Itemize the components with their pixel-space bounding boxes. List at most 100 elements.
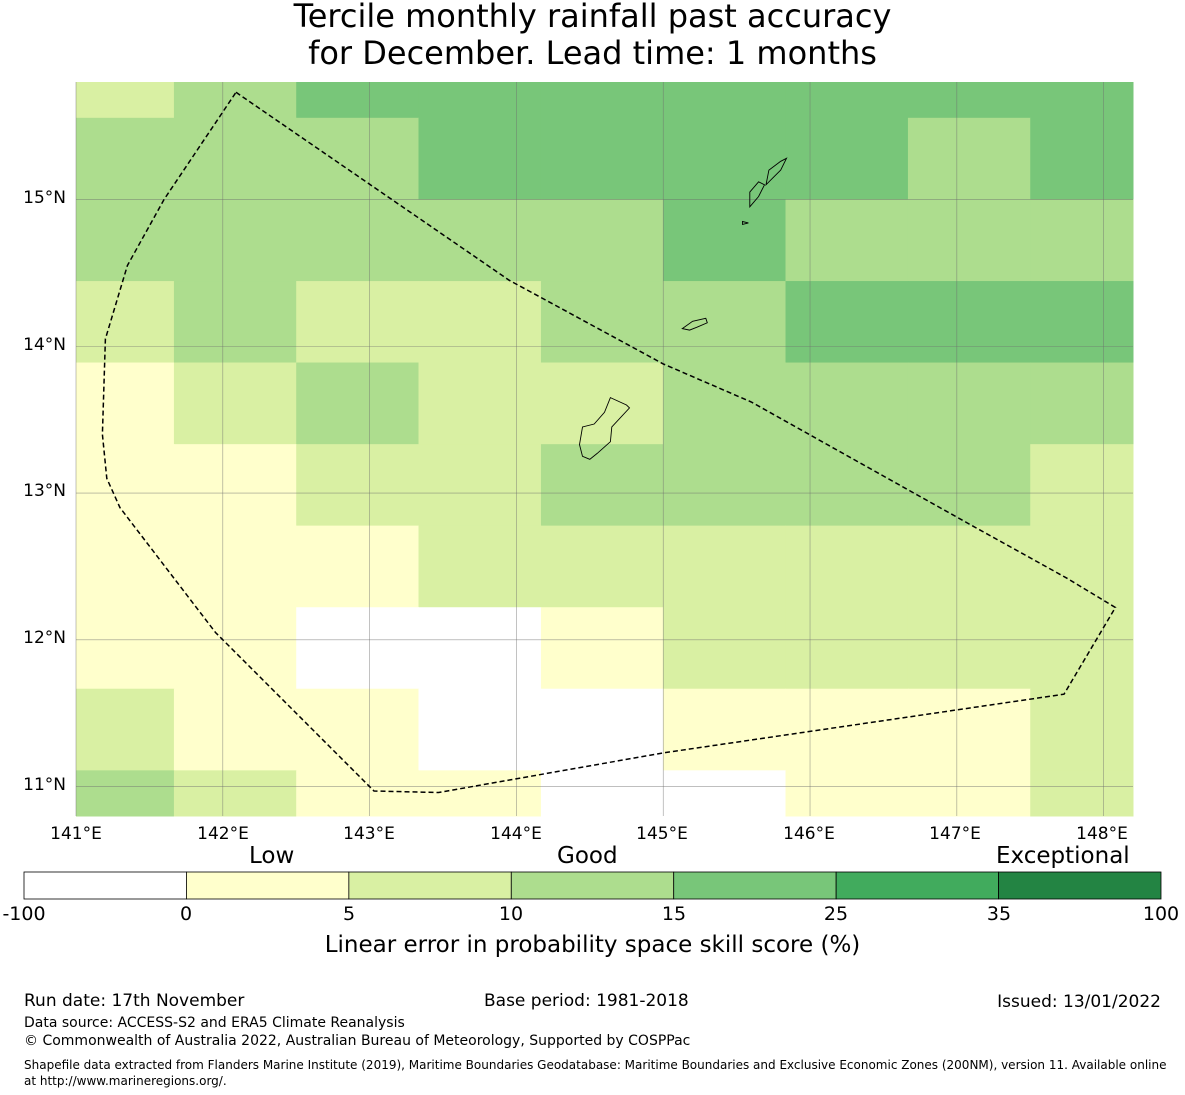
skill-cell: [540, 362, 664, 445]
data-source: Data source: ACCESS-S2 and ERA5 Climate …: [24, 1015, 405, 1031]
colorbar: [23, 871, 1162, 900]
lon-label-148: 148°E: [1076, 824, 1128, 844]
skill-cell: [173, 117, 297, 200]
skill-cell: [76, 82, 175, 119]
skill-cell: [76, 607, 175, 690]
base-period: Base period: 1981-2018: [484, 991, 689, 1011]
skill-cell: [296, 281, 419, 364]
skill-cell: [540, 688, 664, 771]
issued-date: Issued: 13/01/2022: [997, 992, 1161, 1012]
skill-cell: [76, 525, 175, 608]
skill-cell: [1030, 117, 1134, 200]
skill-cell: [663, 688, 787, 771]
shapefile-credit: Shapefile data extracted from Flanders M…: [24, 1058, 1167, 1088]
colorbar-swatch: [348, 871, 512, 900]
skill-cell: [663, 770, 787, 817]
skill-cell: [663, 525, 787, 608]
colorbar-category-exceptional: Exceptional: [996, 843, 1130, 869]
colorbar-swatch: [998, 871, 1162, 900]
skill-cell: [785, 199, 909, 282]
skill-cell: [540, 281, 664, 364]
skill-cell: [785, 362, 909, 445]
skill-cell: [1030, 362, 1134, 445]
skill-cell: [296, 525, 419, 608]
island-outline: [765, 157, 788, 187]
skill-cell: [296, 199, 419, 282]
skill-cell: [1030, 607, 1134, 690]
colorbar-swatch: [186, 871, 350, 900]
skill-cell: [76, 770, 175, 817]
skill-cell: [907, 362, 1031, 445]
lat-label-13: 13°N: [23, 481, 66, 501]
skill-cell: [296, 362, 419, 445]
island-outline: [681, 317, 708, 331]
skill-cell: [296, 688, 419, 771]
skill-cell: [785, 607, 909, 690]
colorbar-category-good: Good: [557, 843, 618, 869]
colorbar-tick: 10: [498, 903, 524, 925]
skill-cell: [296, 607, 419, 690]
skill-cell: [173, 770, 297, 817]
skill-cell: [540, 199, 664, 282]
skill-cell: [907, 688, 1031, 771]
skill-cell: [418, 770, 542, 817]
lat-label-12: 12°N: [23, 628, 66, 648]
skill-cell: [418, 362, 542, 445]
eez-boundary: [101, 91, 1117, 794]
skill-cell: [907, 770, 1031, 817]
skill-cell: [907, 199, 1031, 282]
skill-cell: [785, 688, 909, 771]
skill-cell: [418, 525, 542, 608]
skill-cell: [173, 525, 297, 608]
skill-cell: [663, 82, 787, 119]
skill-cell: [1030, 770, 1134, 817]
skill-cell: [907, 82, 1031, 119]
skill-cell: [907, 281, 1031, 364]
skill-cell: [76, 444, 175, 527]
skill-cell: [296, 444, 419, 527]
colorbar-swatch: [510, 871, 675, 900]
colorbar-tick: 25: [823, 903, 849, 925]
skill-cell: [296, 117, 419, 200]
skill-cell: [296, 82, 419, 119]
lon-label-143: 143°E: [343, 824, 395, 844]
graticule: [75, 82, 1133, 816]
lon-label-142: 142°E: [197, 824, 249, 844]
skill-cell: [785, 770, 909, 817]
colorbar-label: Linear error in probability space skill …: [324, 932, 861, 958]
skill-cell: [785, 281, 909, 364]
skill-cell: [173, 199, 297, 282]
skill-cell: [663, 607, 787, 690]
skill-cell: [540, 607, 664, 690]
colorbar-tick: 15: [661, 903, 687, 925]
skill-cell: [907, 444, 1031, 527]
skill-cell: [663, 444, 787, 527]
lat-label-14: 14°N: [23, 335, 66, 355]
skill-cell: [785, 117, 909, 200]
skill-cell: [540, 117, 664, 200]
colorbar-tick: 5: [342, 903, 356, 925]
skill-cell: [907, 525, 1031, 608]
skill-cell: [785, 525, 909, 608]
colorbar-tick: -100: [2, 903, 46, 925]
skill-cell: [418, 117, 542, 200]
skill-cell: [663, 199, 787, 282]
colorbar-tick: 0: [179, 903, 193, 925]
colorbar-swatch: [835, 871, 999, 900]
skill-cell: [1030, 199, 1134, 282]
skill-cell: [418, 444, 542, 527]
colorbar-tick: 35: [986, 903, 1012, 925]
title-line-2: for December. Lead time: 1 months: [308, 34, 877, 72]
skill-cell: [540, 525, 664, 608]
skill-cell: [1030, 82, 1134, 119]
skill-cell: [76, 199, 175, 282]
colorbar-swatch: [673, 871, 837, 900]
skill-cell: [173, 688, 297, 771]
skill-cell: [418, 281, 542, 364]
skill-cell: [418, 607, 542, 690]
skill-cell: [907, 607, 1031, 690]
island-outlines: [579, 157, 788, 460]
skill-cell: [173, 362, 297, 445]
skill-cell: [418, 688, 542, 771]
lat-label-15: 15°N: [23, 188, 66, 208]
